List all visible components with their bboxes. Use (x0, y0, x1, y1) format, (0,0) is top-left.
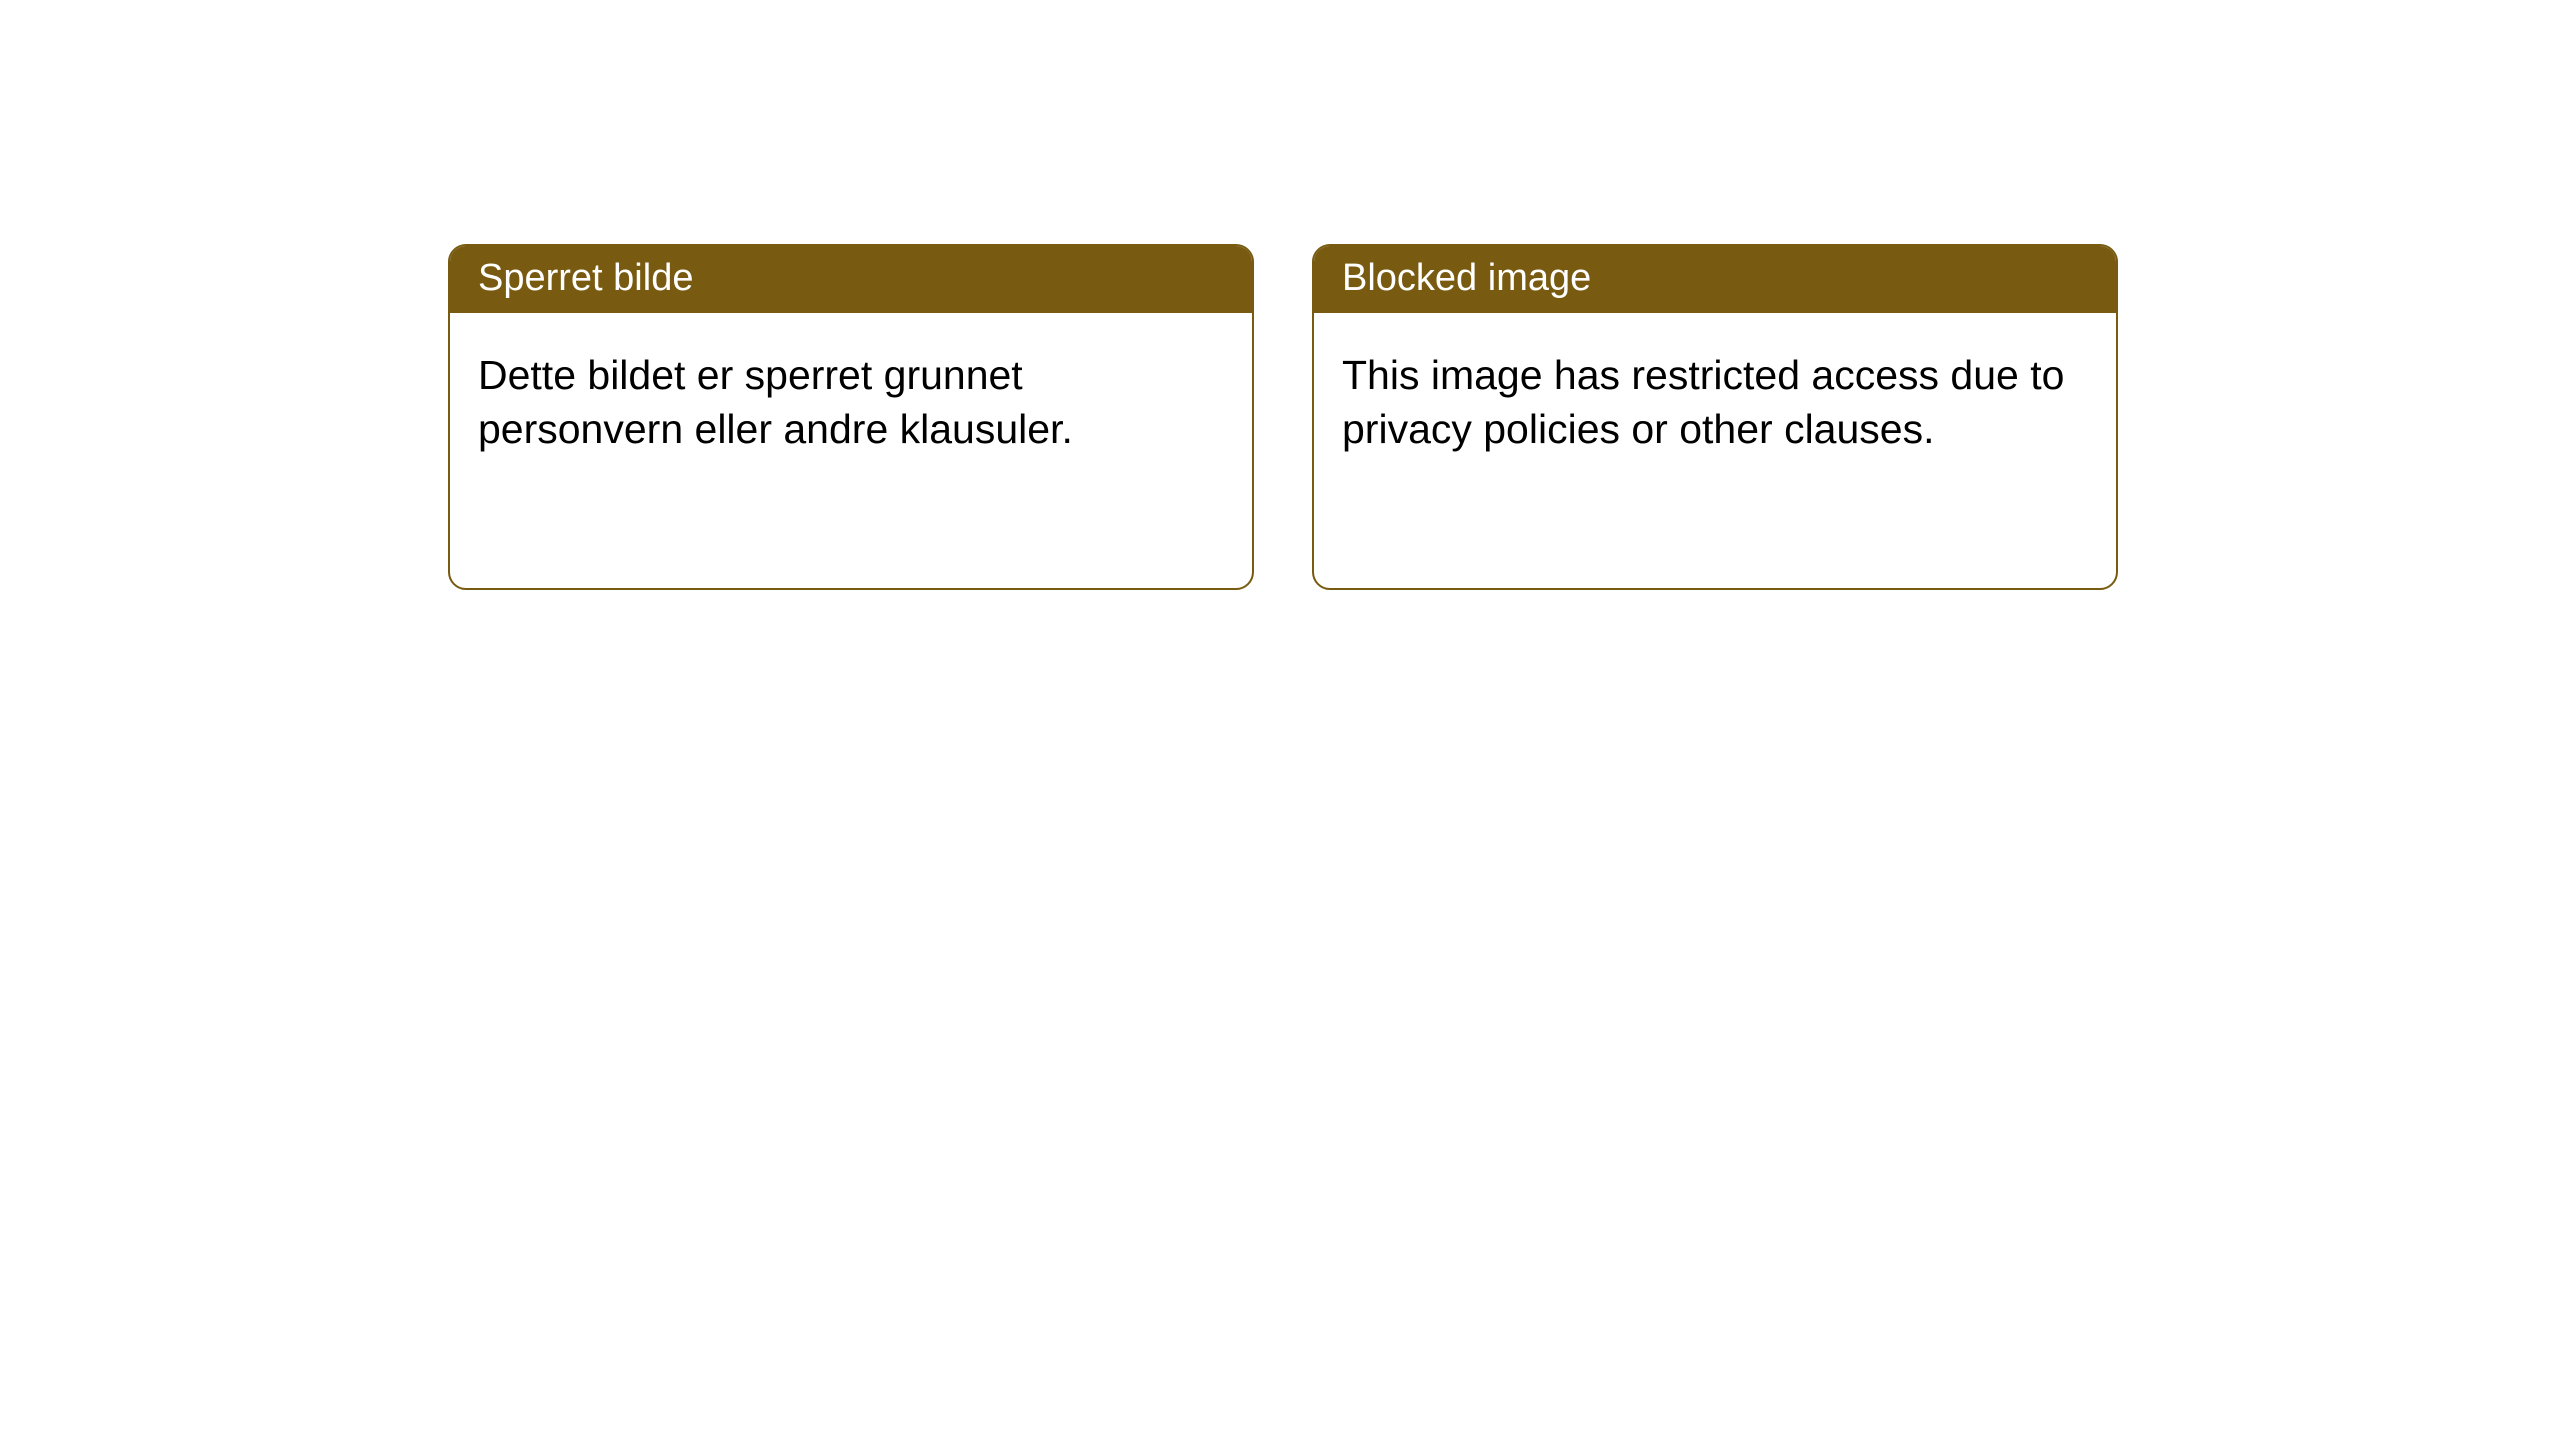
notice-body-norwegian: Dette bildet er sperret grunnet personve… (450, 313, 1252, 588)
notice-container: Sperret bilde Dette bildet er sperret gr… (0, 0, 2560, 590)
notice-header-english: Blocked image (1314, 246, 2116, 313)
notice-body-english: This image has restricted access due to … (1314, 313, 2116, 588)
notice-card-english: Blocked image This image has restricted … (1312, 244, 2118, 590)
notice-header-norwegian: Sperret bilde (450, 246, 1252, 313)
notice-card-norwegian: Sperret bilde Dette bildet er sperret gr… (448, 244, 1254, 590)
